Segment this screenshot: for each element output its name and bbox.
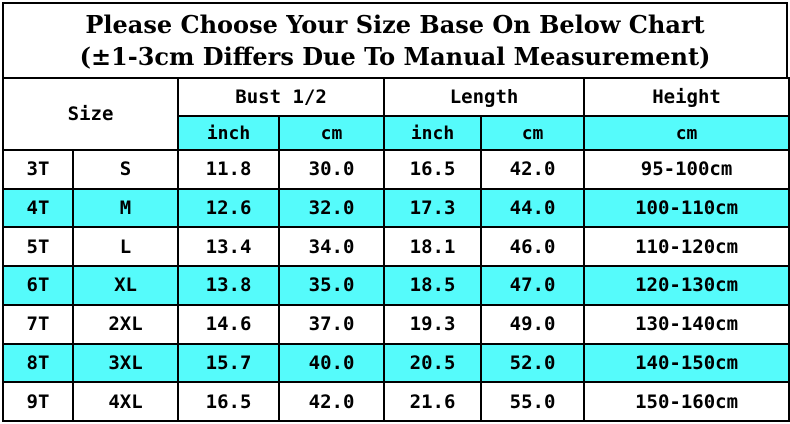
size-letter-cell: 2XL bbox=[71, 303, 180, 345]
table-row-8t: 8T 3XL 15.7 40.0 20.5 52.0 140-150cm bbox=[2, 342, 790, 384]
header-unit-row: inch cm inch cm cm bbox=[3, 115, 790, 151]
height-cell: 120-130cm bbox=[583, 265, 790, 306]
length-cm-cell: 47.0 bbox=[480, 265, 586, 306]
size-letter-cell: 4XL bbox=[71, 381, 180, 422]
length-inch-cell: 18.1 bbox=[383, 226, 483, 268]
header-group-row: Size Bust 1/2 Length Height bbox=[1, 77, 790, 151]
table-row-6t: 6T XL 13.8 35.0 18.5 47.0 120-130cm bbox=[2, 265, 790, 306]
size-age-cell: 4T bbox=[2, 187, 74, 229]
bust-cm-header: cm bbox=[278, 115, 386, 151]
bust-inch-cell: 15.7 bbox=[177, 342, 281, 384]
title-line-2: (±1-3cm Differs Due To Manual Measuremen… bbox=[79, 41, 711, 71]
length-cm-cell: 49.0 bbox=[480, 303, 586, 345]
bust-inch-cell: 13.8 bbox=[177, 265, 281, 306]
bust-cm-cell: 30.0 bbox=[278, 149, 386, 190]
length-cm-header: cm bbox=[480, 115, 586, 151]
bust-inch-cell: 14.6 bbox=[177, 303, 281, 345]
bust-cm-cell: 42.0 bbox=[278, 381, 386, 422]
length-inch-cell: 21.6 bbox=[383, 381, 483, 422]
length-inch-cell: 19.3 bbox=[383, 303, 483, 345]
bust-inch-cell: 13.4 bbox=[177, 226, 281, 268]
bust-cm-cell: 34.0 bbox=[278, 226, 386, 268]
size-column-header: Size bbox=[1, 77, 180, 151]
height-cell: 130-140cm bbox=[583, 303, 790, 345]
size-age-cell: 3T bbox=[2, 149, 74, 190]
height-cell: 140-150cm bbox=[583, 342, 790, 384]
length-inch-cell: 16.5 bbox=[383, 149, 483, 190]
height-cell: 150-160cm bbox=[583, 381, 790, 422]
size-letter-cell: 3XL bbox=[71, 342, 180, 384]
bust-inch-cell: 11.8 bbox=[177, 149, 281, 190]
bust-cm-cell: 32.0 bbox=[278, 187, 386, 229]
height-cm-header: cm bbox=[583, 115, 790, 151]
bust-inch-cell: 16.5 bbox=[177, 381, 281, 422]
size-age-cell: 5T bbox=[2, 226, 74, 268]
height-cell: 100-110cm bbox=[583, 187, 790, 229]
size-letter-cell: S bbox=[71, 149, 180, 190]
height-cell: 110-120cm bbox=[583, 226, 790, 268]
length-inch-cell: 17.3 bbox=[383, 187, 483, 229]
length-inch-header: inch bbox=[383, 115, 483, 151]
size-letter-cell: M bbox=[71, 187, 180, 229]
size-table: Size Bust 1/2 Length Height inch cm inch… bbox=[1, 77, 790, 422]
size-letter-cell: XL bbox=[71, 265, 180, 306]
size-age-cell: 8T bbox=[2, 342, 74, 384]
table-row-7t: 7T 2XL 14.6 37.0 19.3 49.0 130-140cm bbox=[2, 303, 790, 345]
height-cell: 95-100cm bbox=[583, 149, 790, 190]
length-cm-cell: 55.0 bbox=[480, 381, 586, 422]
size-age-cell: 6T bbox=[2, 265, 74, 306]
length-cm-cell: 52.0 bbox=[480, 342, 586, 384]
table-row-9t: 9T 4XL 16.5 42.0 21.6 55.0 150-160cm bbox=[2, 381, 790, 422]
table-row-3t: 3T S 11.8 30.0 16.5 42.0 95-100cm bbox=[2, 149, 790, 190]
size-age-cell: 7T bbox=[2, 303, 74, 345]
bust-cm-cell: 37.0 bbox=[278, 303, 386, 345]
length-column-header: Length bbox=[383, 77, 586, 117]
bust-column-header: Bust 1/2 bbox=[177, 77, 386, 117]
table-row-5t: 5T L 13.4 34.0 18.1 46.0 110-120cm bbox=[2, 226, 790, 268]
title-line-1: Please Choose Your Size Base On Below Ch… bbox=[85, 9, 705, 39]
length-cm-cell: 42.0 bbox=[480, 149, 586, 190]
size-age-cell: 9T bbox=[2, 381, 74, 422]
bust-cm-cell: 35.0 bbox=[278, 265, 386, 306]
height-column-header: Height bbox=[583, 77, 790, 117]
length-cm-cell: 46.0 bbox=[480, 226, 586, 268]
chart-title: Please Choose Your Size Base On Below Ch… bbox=[2, 2, 788, 79]
bust-inch-header: inch bbox=[177, 115, 281, 151]
length-inch-cell: 20.5 bbox=[383, 342, 483, 384]
table-row-4t: 4T M 12.6 32.0 17.3 44.0 100-110cm bbox=[2, 187, 790, 229]
length-cm-cell: 44.0 bbox=[480, 187, 586, 229]
bust-cm-cell: 40.0 bbox=[278, 342, 386, 384]
size-letter-cell: L bbox=[71, 226, 180, 268]
bust-inch-cell: 12.6 bbox=[177, 187, 281, 229]
length-inch-cell: 18.5 bbox=[383, 265, 483, 306]
